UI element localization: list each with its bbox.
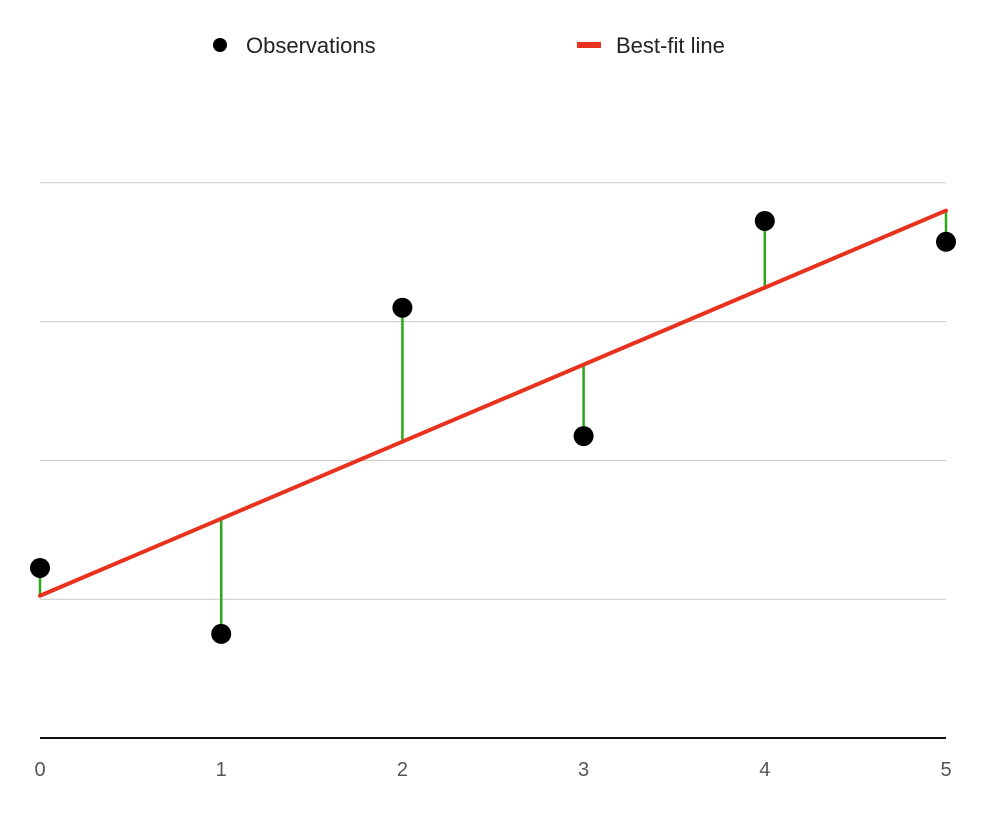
observation-point bbox=[392, 297, 413, 318]
legend-observations-label: Observations bbox=[246, 33, 376, 58]
residual-lines bbox=[38, 210, 948, 634]
observation-point bbox=[754, 210, 775, 231]
legend-best-fit-line-marker bbox=[577, 42, 601, 48]
legend-observations-marker bbox=[213, 38, 227, 52]
legend: Observations Best-fit line bbox=[213, 33, 725, 58]
x-tick-label: 3 bbox=[578, 759, 589, 781]
grid-lines bbox=[40, 182, 946, 600]
x-axis-ticks: 0 1 2 3 4 5 bbox=[34, 759, 951, 781]
observation-point bbox=[211, 623, 232, 644]
observation-points bbox=[30, 210, 956, 644]
x-tick-label: 5 bbox=[940, 759, 951, 781]
legend-best-fit-line-label: Best-fit line bbox=[616, 33, 725, 58]
x-tick-label: 2 bbox=[397, 759, 408, 781]
x-tick-label: 1 bbox=[216, 759, 227, 781]
observation-point bbox=[573, 426, 594, 447]
observation-point bbox=[936, 231, 956, 252]
best-fit-line bbox=[38, 208, 948, 598]
observation-point bbox=[30, 557, 50, 578]
best-fit-line-layer bbox=[38, 208, 948, 598]
x-tick-label: 0 bbox=[34, 759, 45, 781]
x-tick-label: 4 bbox=[759, 759, 770, 781]
